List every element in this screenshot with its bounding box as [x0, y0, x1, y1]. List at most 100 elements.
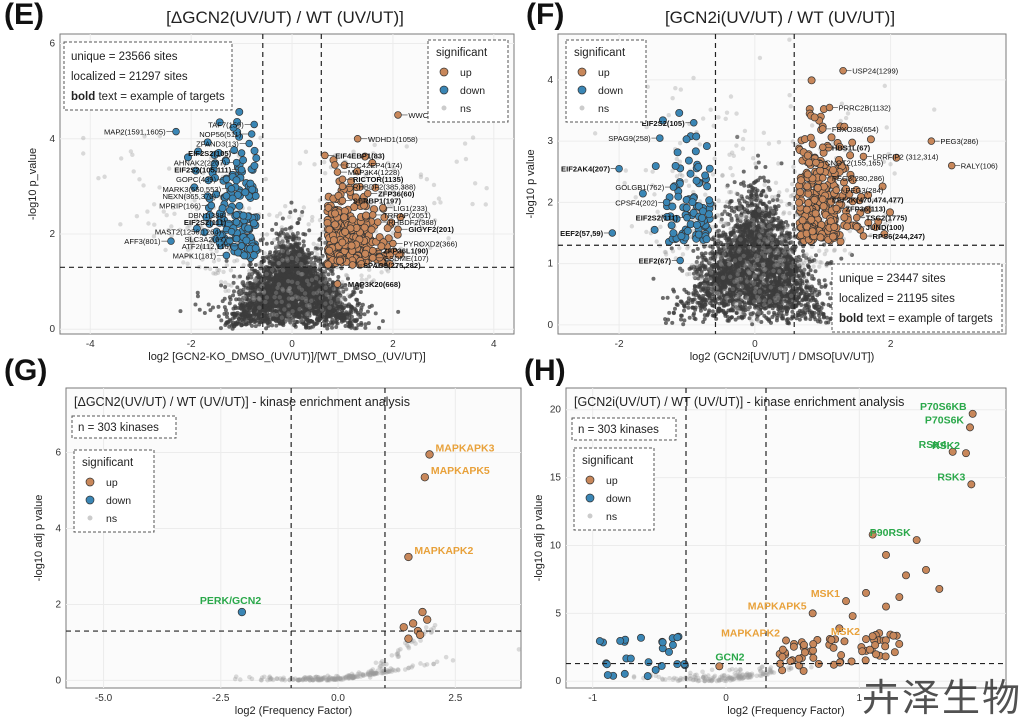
point-ns — [754, 165, 759, 170]
point-ns — [296, 315, 301, 320]
labeled-point — [245, 139, 253, 148]
point-ns — [315, 243, 320, 248]
point-ns — [745, 195, 750, 200]
point-ns — [651, 276, 656, 281]
point-ns — [327, 305, 332, 310]
point-ns — [274, 323, 279, 328]
point-ns — [312, 261, 317, 266]
point-ns — [242, 287, 248, 293]
point-ns — [231, 289, 236, 294]
x-tick-label: 0 — [289, 339, 295, 350]
labeled-point — [333, 280, 342, 288]
point-ns — [358, 308, 363, 313]
point-ns — [236, 316, 241, 321]
point-up — [335, 256, 344, 265]
point-ns — [321, 240, 327, 246]
point-ns — [280, 286, 285, 292]
point-up — [331, 209, 339, 218]
point-ns — [240, 307, 245, 312]
point-ns — [366, 321, 371, 326]
point-ns — [326, 272, 331, 277]
point-ns — [283, 204, 288, 209]
point-ns — [363, 325, 368, 330]
point-ns — [294, 289, 299, 294]
point-ns — [297, 217, 302, 222]
labeled-point — [222, 192, 231, 200]
point-down — [235, 201, 244, 210]
point-ns — [295, 238, 300, 243]
point-ns — [330, 325, 335, 330]
point-down — [252, 154, 261, 163]
point-ns — [265, 276, 270, 281]
point-ns — [314, 275, 319, 281]
point-ns — [264, 232, 270, 237]
point-ns — [277, 240, 282, 245]
point-ns — [257, 322, 262, 327]
point-down — [230, 242, 239, 251]
point-ns — [295, 245, 300, 250]
point-ns — [223, 288, 228, 294]
point-ns — [353, 319, 358, 324]
point-ns — [152, 222, 157, 227]
point-ns — [274, 272, 279, 277]
point-ns — [463, 156, 469, 162]
point-ns — [282, 307, 287, 312]
point-ns — [288, 210, 293, 215]
point-ns — [274, 222, 279, 227]
point-ns — [268, 320, 273, 325]
labeled-point — [207, 201, 216, 210]
point-ns — [289, 255, 294, 261]
point-ns — [336, 299, 341, 304]
point-up — [361, 249, 370, 258]
point-ns — [306, 222, 311, 227]
point-down — [244, 224, 253, 233]
point-down — [250, 146, 259, 155]
point-ns — [251, 295, 257, 301]
point-ns — [307, 252, 312, 257]
point-ns — [268, 250, 273, 255]
point-label: MAP2(1591,1605) — [104, 128, 166, 137]
point-ns — [472, 181, 478, 186]
point-ns — [454, 159, 459, 164]
point-ns — [338, 288, 343, 294]
point-up — [329, 236, 338, 245]
point-ns — [315, 317, 320, 321]
point-ns — [297, 161, 303, 166]
point-ns — [96, 176, 101, 181]
point-ns — [307, 228, 312, 233]
legend-swatch-up — [439, 67, 449, 77]
point-ns — [682, 287, 687, 292]
point-ns — [291, 285, 296, 290]
point-ns — [299, 262, 304, 267]
point-ns — [284, 318, 289, 323]
point-ns — [741, 180, 746, 185]
point-ns — [141, 183, 146, 188]
point-ns — [231, 311, 236, 316]
point-ns — [436, 196, 442, 201]
point-ns — [163, 247, 168, 253]
point-ns — [396, 309, 401, 314]
point-ns — [270, 267, 275, 272]
point-ns — [254, 309, 259, 314]
point-ns — [289, 279, 295, 284]
panel-letter-f: (F) — [526, 0, 565, 31]
point-ns — [256, 288, 261, 293]
point-ns — [237, 274, 242, 279]
point-ns — [686, 291, 691, 296]
labeled-point — [232, 158, 241, 167]
point-ns — [355, 303, 360, 308]
point-ns — [303, 149, 309, 155]
point-ns — [665, 295, 670, 300]
point-ns — [233, 306, 238, 311]
y-tick-label: 2 — [547, 197, 553, 208]
point-ns — [210, 305, 215, 310]
point-ns — [312, 162, 317, 167]
point-ns — [206, 302, 211, 307]
point-ns — [352, 306, 357, 311]
point-ns — [363, 322, 368, 327]
point-ns — [318, 295, 323, 301]
point-ns — [314, 311, 319, 316]
labeled-point — [222, 175, 231, 183]
point-ns — [231, 274, 236, 279]
